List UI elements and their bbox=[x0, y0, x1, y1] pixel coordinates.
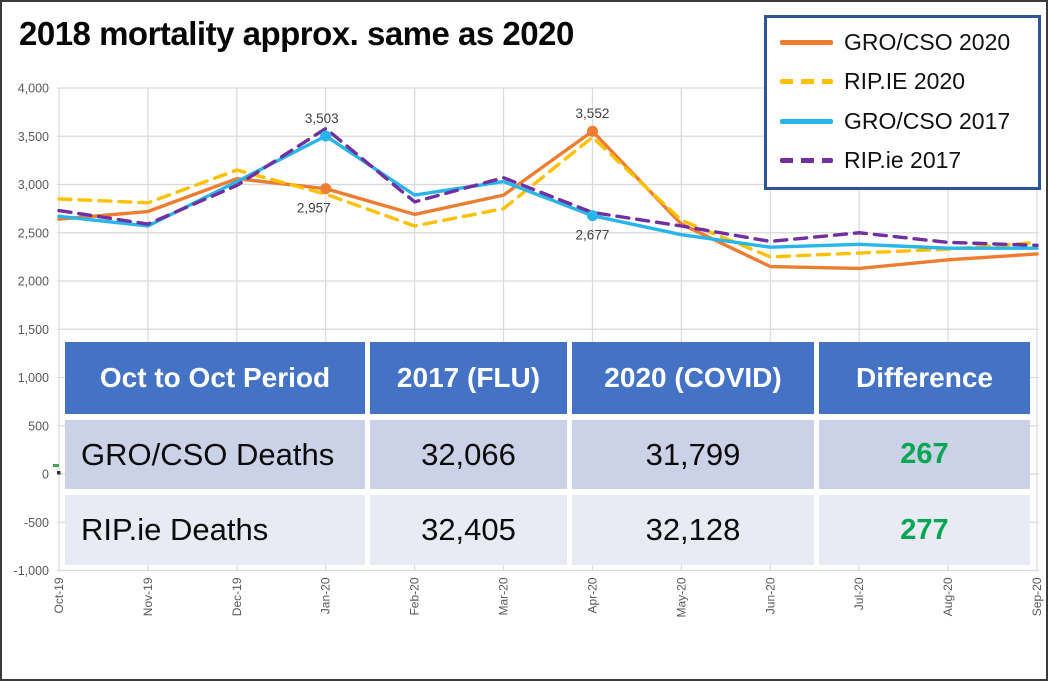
legend-line-swatch-dashed-icon bbox=[780, 157, 833, 163]
series-line-rip-ie-2020 bbox=[57, 135, 1039, 259]
table-cell-difference: 267 bbox=[819, 420, 1030, 489]
y-tick-label: -1,000 bbox=[14, 564, 49, 578]
chart-legend: GRO/CSO 2020 RIP.IE 2020 GRO/CSO 2017 RI… bbox=[764, 15, 1041, 190]
table-cell-difference: 277 bbox=[819, 495, 1030, 565]
data-point-label: 2,677 bbox=[576, 228, 610, 243]
legend-item-gro-cso-2017: GRO/CSO 2017 bbox=[780, 108, 1030, 135]
legend-label: GRO/CSO 2017 bbox=[844, 107, 1011, 134]
x-tick-label: Apr-20 bbox=[585, 577, 599, 613]
y-tick-label: 3,500 bbox=[18, 130, 49, 144]
axis-tick-mark bbox=[57, 471, 61, 475]
legend-label: RIP.ie 2017 bbox=[844, 146, 962, 173]
x-tick-label: Dec-19 bbox=[230, 577, 244, 616]
table-cell-flu: 32,405 bbox=[370, 495, 567, 565]
x-tick-label: Jun-20 bbox=[763, 577, 777, 614]
x-tick-label: Mar-20 bbox=[497, 577, 511, 615]
table-cell-covid: 31,799 bbox=[572, 420, 814, 489]
y-tick-label: 2,500 bbox=[18, 226, 49, 240]
table-header-2020-covid: 2020 (COVID) bbox=[572, 342, 814, 414]
legend-label: RIP.IE 2020 bbox=[844, 68, 966, 95]
legend-item-rip-ie-2017: RIP.ie 2017 bbox=[780, 147, 1030, 174]
y-tick-label: -500 bbox=[24, 516, 49, 530]
x-tick-label: Aug-20 bbox=[941, 577, 955, 616]
axis-stray-mark bbox=[53, 464, 59, 467]
legend-line-swatch-solid-icon bbox=[780, 40, 833, 45]
legend-item-rip-ie-2020: RIP.IE 2020 bbox=[780, 68, 1030, 95]
data-point-marker bbox=[586, 210, 598, 222]
data-point-markers: 3,503 2,957 3,552 2,677 bbox=[297, 106, 610, 242]
data-point-label: 3,552 bbox=[576, 106, 610, 121]
table-row-label: GRO/CSO Deaths bbox=[65, 420, 365, 489]
y-tick-label: 2,000 bbox=[18, 275, 49, 289]
legend-label: GRO/CSO 2020 bbox=[844, 29, 1011, 55]
legend-line-swatch-dashed-icon bbox=[780, 79, 833, 85]
table-header-difference: Difference bbox=[819, 342, 1030, 414]
table-row-label: RIP.ie Deaths bbox=[65, 495, 365, 565]
page-title: 2018 mortality approx. same as 2020 bbox=[19, 15, 574, 52]
table-cell-flu: 32,066 bbox=[370, 420, 567, 489]
axis-labels: 4,000 3,500 3,000 2,500 2,000 1,500 1,000 500 0 -… bbox=[14, 82, 1044, 618]
table-header-period: Oct to Oct Period bbox=[65, 342, 365, 414]
x-tick-label: Jul-20 bbox=[852, 577, 866, 610]
series-line-gro-cso-2020 bbox=[57, 129, 1039, 271]
x-tick-label: Nov-19 bbox=[141, 577, 155, 616]
data-point-marker bbox=[586, 125, 598, 137]
data-point-label: 3,503 bbox=[305, 111, 339, 126]
x-tick-label: Oct-19 bbox=[52, 577, 66, 613]
y-tick-label: 500 bbox=[28, 419, 49, 433]
x-tick-label: Jan-20 bbox=[319, 577, 333, 614]
x-tick-label: Sep-20 bbox=[1030, 577, 1044, 616]
table-cell-covid: 32,128 bbox=[572, 495, 814, 565]
series-lines bbox=[57, 126, 1039, 271]
y-tick-label: 3,000 bbox=[18, 178, 49, 192]
summary-table: Oct to Oct Period 2017 (FLU) 2020 (COVID… bbox=[65, 342, 1030, 565]
series-line-rip-ie-2017 bbox=[57, 126, 1039, 247]
x-tick-label: May-20 bbox=[674, 577, 688, 617]
x-tick-label: Feb-20 bbox=[408, 577, 422, 615]
table-header-2017-flu: 2017 (FLU) bbox=[370, 342, 567, 414]
legend-line-swatch-solid-icon bbox=[780, 118, 833, 124]
y-tick-label: 0 bbox=[42, 468, 49, 482]
data-point-label: 2,957 bbox=[297, 201, 331, 216]
legend-item-gro-cso-2020: GRO/CSO 2020 bbox=[780, 29, 1030, 56]
series-line-gro-cso-2017 bbox=[57, 134, 1039, 250]
y-tick-label: 4,000 bbox=[18, 82, 49, 96]
y-tick-label: 1,500 bbox=[18, 323, 49, 337]
y-tick-label: 1,000 bbox=[18, 371, 49, 385]
data-point-marker bbox=[320, 130, 332, 142]
data-point-marker bbox=[320, 183, 332, 195]
